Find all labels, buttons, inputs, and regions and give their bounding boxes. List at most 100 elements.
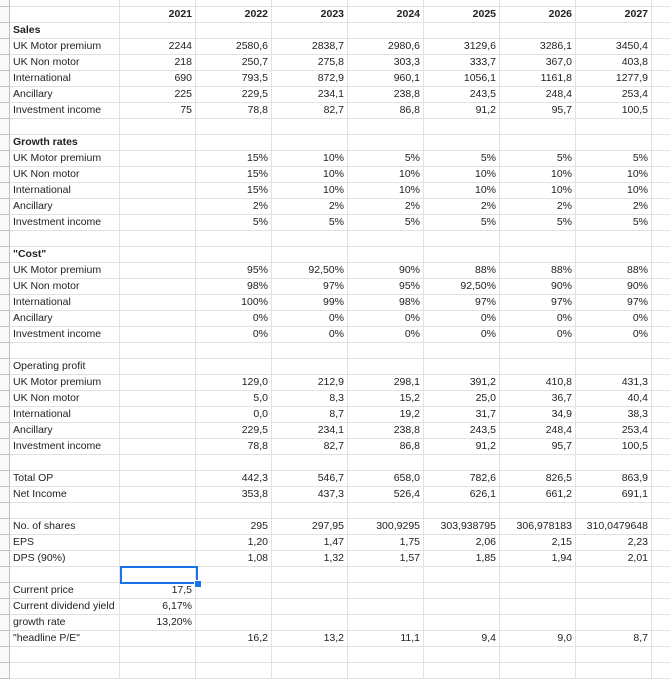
row-header[interactable]	[0, 38, 10, 55]
value-cell[interactable]: 15%	[196, 166, 272, 183]
value-cell[interactable]	[196, 454, 272, 471]
value-cell[interactable]: 353,8	[196, 486, 272, 503]
value-cell[interactable]: 2024	[348, 6, 424, 23]
value-cell[interactable]: 310,0479648	[576, 518, 652, 535]
value-cell[interactable]: 2838,7	[272, 38, 348, 55]
value-cell[interactable]	[272, 342, 348, 359]
value-cell[interactable]: 3286,1	[500, 38, 576, 55]
value-cell[interactable]: 546,7	[272, 470, 348, 487]
value-cell[interactable]: 92,50%	[272, 262, 348, 279]
value-cell[interactable]: 15,2	[348, 390, 424, 407]
value-cell[interactable]	[196, 0, 272, 7]
value-cell[interactable]: 97%	[424, 294, 500, 311]
value-cell[interactable]	[120, 342, 196, 359]
row-label-cell[interactable]: DPS (90%)	[10, 550, 120, 567]
value-cell[interactable]: 82,7	[272, 102, 348, 119]
row-header[interactable]	[0, 118, 10, 135]
value-cell[interactable]	[272, 502, 348, 519]
value-cell[interactable]	[120, 118, 196, 135]
value-cell[interactable]	[272, 118, 348, 135]
value-cell[interactable]: 10%	[500, 182, 576, 199]
value-cell[interactable]	[652, 487, 670, 503]
value-cell[interactable]: 5%	[576, 150, 652, 167]
value-cell[interactable]: 38,3	[576, 406, 652, 423]
value-cell[interactable]: 10%	[500, 166, 576, 183]
value-cell[interactable]	[120, 22, 196, 39]
value-cell[interactable]: 238,8	[348, 422, 424, 439]
row-header[interactable]	[0, 646, 10, 663]
value-cell[interactable]	[652, 215, 670, 231]
value-cell[interactable]	[576, 342, 652, 359]
row-label-cell[interactable]: International	[10, 182, 120, 199]
row-header[interactable]	[0, 454, 10, 471]
value-cell[interactable]	[652, 151, 670, 167]
value-cell[interactable]: 2580,6	[196, 38, 272, 55]
row-label-cell[interactable]: growth rate	[10, 614, 120, 631]
value-cell[interactable]: 90%	[500, 278, 576, 295]
value-cell[interactable]	[652, 567, 670, 583]
value-cell[interactable]: 78,8	[196, 102, 272, 119]
value-cell[interactable]: 8,7	[272, 406, 348, 423]
value-cell[interactable]	[652, 439, 670, 455]
value-cell[interactable]: 19,2	[348, 406, 424, 423]
value-cell[interactable]: 1056,1	[424, 70, 500, 87]
value-cell[interactable]	[120, 646, 196, 663]
value-cell[interactable]	[500, 134, 576, 151]
value-cell[interactable]: 5%	[272, 214, 348, 231]
value-cell[interactable]: 75	[120, 102, 196, 119]
value-cell[interactable]: 782,6	[424, 470, 500, 487]
value-cell[interactable]	[424, 646, 500, 663]
row-header[interactable]	[0, 550, 10, 567]
row-header[interactable]	[0, 422, 10, 439]
row-label-cell[interactable]: Operating profit	[10, 358, 120, 375]
value-cell[interactable]: 2022	[196, 6, 272, 23]
value-cell[interactable]: 0%	[348, 326, 424, 343]
value-cell[interactable]: 2,06	[424, 534, 500, 551]
value-cell[interactable]	[424, 566, 500, 583]
row-header[interactable]	[0, 534, 10, 551]
value-cell[interactable]: 212,9	[272, 374, 348, 391]
value-cell[interactable]: 82,7	[272, 438, 348, 455]
value-cell[interactable]: 661,2	[500, 486, 576, 503]
row-header[interactable]	[0, 198, 10, 215]
value-cell[interactable]	[652, 295, 670, 311]
row-header[interactable]	[0, 310, 10, 327]
row-label-cell[interactable]: "headline P/E"	[10, 630, 120, 647]
value-cell[interactable]	[652, 327, 670, 343]
value-cell[interactable]	[652, 247, 670, 263]
value-cell[interactable]	[500, 246, 576, 263]
row-label-cell[interactable]: International	[10, 406, 120, 423]
value-cell[interactable]	[348, 0, 424, 7]
value-cell[interactable]	[272, 246, 348, 263]
value-cell[interactable]: 86,8	[348, 102, 424, 119]
value-cell[interactable]	[652, 167, 670, 183]
value-cell[interactable]	[120, 310, 196, 327]
row-label-cell[interactable]	[10, 118, 120, 135]
value-cell[interactable]	[424, 246, 500, 263]
row-label-cell[interactable]: Ancillary	[10, 198, 120, 215]
value-cell[interactable]: 306,978183	[500, 518, 576, 535]
value-cell[interactable]	[652, 647, 670, 663]
value-cell[interactable]	[348, 22, 424, 39]
value-cell[interactable]: 253,4	[576, 86, 652, 103]
row-header[interactable]	[0, 566, 10, 583]
value-cell[interactable]: 15%	[196, 150, 272, 167]
value-cell[interactable]: 225	[120, 86, 196, 103]
value-cell[interactable]	[348, 502, 424, 519]
value-cell[interactable]: 92,50%	[424, 278, 500, 295]
value-cell[interactable]: 9,4	[424, 630, 500, 647]
row-label-cell[interactable]: No. of shares	[10, 518, 120, 535]
value-cell[interactable]: 100,5	[576, 438, 652, 455]
row-header[interactable]	[0, 166, 10, 183]
value-cell[interactable]: 2980,6	[348, 38, 424, 55]
value-cell[interactable]: 367,0	[500, 54, 576, 71]
value-cell[interactable]: 238,8	[348, 86, 424, 103]
value-cell[interactable]	[652, 7, 670, 23]
value-cell[interactable]	[652, 263, 670, 279]
value-cell[interactable]: 2%	[272, 198, 348, 215]
value-cell[interactable]	[424, 342, 500, 359]
value-cell[interactable]: 303,3	[348, 54, 424, 71]
value-cell[interactable]	[120, 262, 196, 279]
value-cell[interactable]	[196, 598, 272, 615]
value-cell[interactable]	[348, 646, 424, 663]
